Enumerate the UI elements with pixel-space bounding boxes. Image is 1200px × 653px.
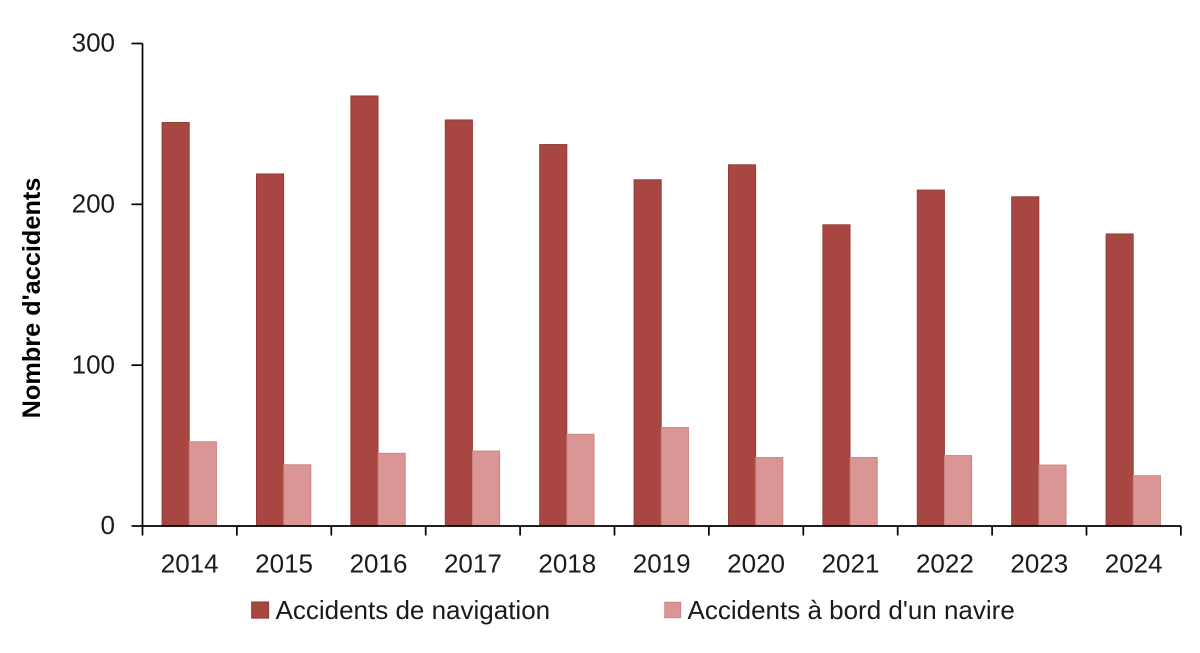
svg-text:2016: 2016 — [350, 549, 408, 579]
svg-text:200: 200 — [72, 188, 115, 218]
svg-text:100: 100 — [72, 349, 115, 379]
svg-text:300: 300 — [72, 28, 115, 58]
svg-text:2023: 2023 — [1010, 549, 1068, 579]
svg-text:2014: 2014 — [161, 549, 219, 579]
svg-text:2022: 2022 — [916, 549, 974, 579]
svg-text:2017: 2017 — [444, 549, 502, 579]
svg-text:Accidents à bord d'un navire: Accidents à bord d'un navire — [688, 595, 1015, 625]
svg-text:2021: 2021 — [822, 549, 880, 579]
svg-text:2024: 2024 — [1105, 549, 1163, 579]
svg-text:2015: 2015 — [255, 549, 313, 579]
svg-text:2018: 2018 — [538, 549, 596, 579]
svg-text:Nombre d'accidents: Nombre d'accidents — [18, 178, 46, 419]
svg-text:2020: 2020 — [727, 549, 785, 579]
svg-text:0: 0 — [101, 510, 115, 540]
svg-text:Accidents de navigation: Accidents de navigation — [276, 595, 551, 625]
svg-text:2019: 2019 — [633, 549, 691, 579]
